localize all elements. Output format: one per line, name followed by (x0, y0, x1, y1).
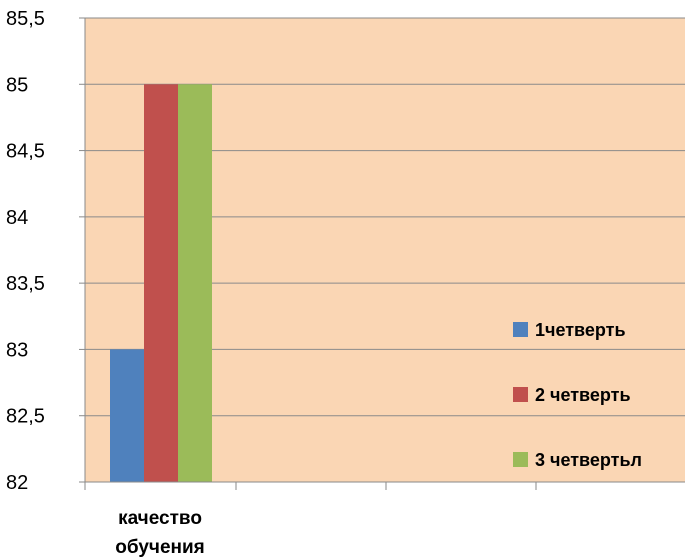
legend-swatch-3 (513, 452, 528, 467)
axes (84, 18, 685, 490)
y-tick-label: 82 (6, 472, 28, 494)
x-category-label: качество обучения (115, 508, 205, 558)
y-tick-label: 85,5 (6, 8, 45, 30)
bar-3 (178, 84, 212, 483)
legend: 1четверть 2 четверть 3 четвертьл (513, 320, 642, 470)
y-tick-label: 82,5 (6, 406, 45, 428)
x-category-labels: качество обучения (115, 508, 205, 558)
legend-swatch-1 (513, 322, 528, 337)
y-tick-label: 83 (6, 339, 28, 361)
bar-2 (144, 84, 178, 483)
legend-label-1: 1четверть (535, 320, 626, 340)
y-tick-labels: 82 82,5 83 83,5 84 84,5 85 85,5 (6, 8, 85, 494)
y-tick-label: 85 (6, 74, 28, 96)
bar-1 (110, 349, 144, 482)
legend-label-2: 2 четверть (535, 385, 631, 405)
legend-swatch-2 (513, 387, 528, 402)
y-tick-label: 83,5 (6, 273, 45, 295)
bars (110, 84, 212, 483)
legend-label-3: 3 четвертьл (535, 450, 642, 470)
y-tick-label: 84,5 (6, 141, 45, 163)
y-tick-label: 84 (6, 207, 28, 229)
